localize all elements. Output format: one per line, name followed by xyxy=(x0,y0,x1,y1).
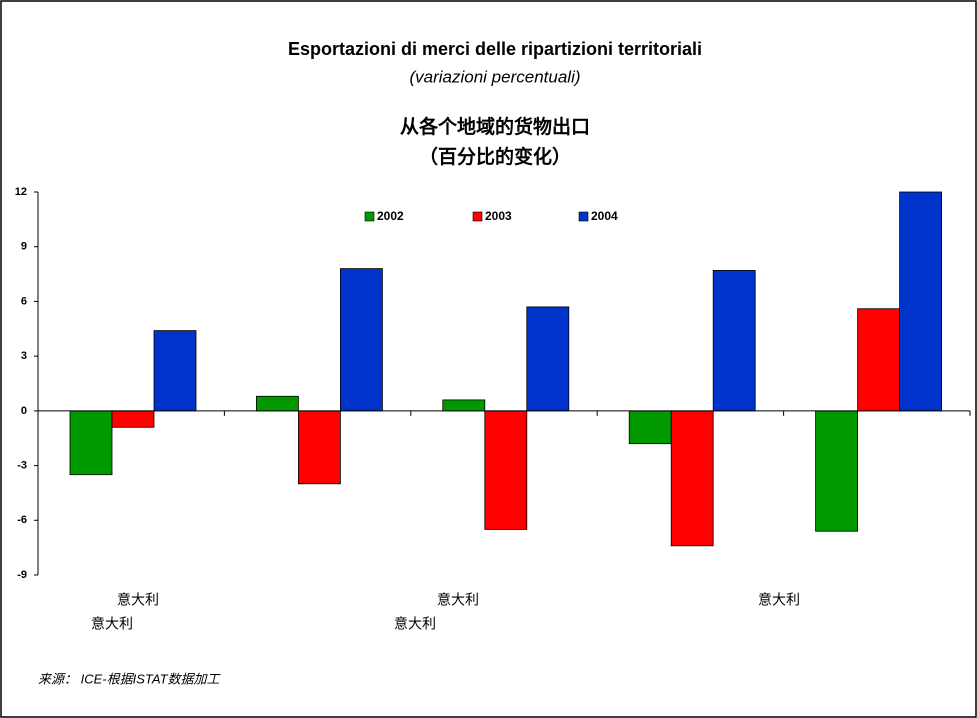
bar xyxy=(899,191,942,412)
bar xyxy=(255,395,299,412)
chart-title-zh: 从各个地域的货物出口 xyxy=(400,115,590,138)
chart-subtitle-zh: （百分比的变化） xyxy=(419,145,571,168)
y-tick-label: 9 xyxy=(21,241,27,253)
y-tick-label: 6 xyxy=(21,295,27,307)
y-tick-label: 12 xyxy=(15,186,27,198)
legend-label: 2002 xyxy=(377,209,404,223)
bar xyxy=(153,330,197,412)
x-tick-label: 意大利 xyxy=(91,616,133,632)
y-tick-label: -3 xyxy=(17,459,27,471)
bar xyxy=(484,410,528,530)
bar xyxy=(628,410,672,445)
legend-label: 2004 xyxy=(591,209,618,223)
bar xyxy=(297,410,341,485)
bar xyxy=(857,308,900,412)
chart-title: Esportazioni di merci delle ripartizioni… xyxy=(288,39,702,59)
x-tick-label: 意大利 xyxy=(117,592,159,608)
bar xyxy=(712,270,756,412)
x-tick-label: 意大利 xyxy=(394,616,436,632)
bar xyxy=(442,399,486,412)
legend-swatch xyxy=(578,211,589,222)
bar xyxy=(815,410,858,532)
legend-swatch xyxy=(364,211,375,222)
legend-swatch xyxy=(472,211,483,222)
legend-label: 2003 xyxy=(485,209,512,223)
source-note: 来源： ICE-根据ISTAT数据加工 xyxy=(38,671,222,686)
bar xyxy=(526,306,570,412)
bar xyxy=(69,410,113,476)
x-tick-label: 意大利 xyxy=(758,592,800,608)
x-tick-label: 意大利 xyxy=(437,592,479,608)
y-tick-label: 3 xyxy=(21,350,27,362)
bar xyxy=(339,268,383,412)
y-tick-label: 0 xyxy=(21,405,27,417)
y-tick-label: -6 xyxy=(17,514,27,526)
bar xyxy=(111,410,155,428)
bar xyxy=(670,410,714,547)
y-tick-label: -9 xyxy=(17,569,27,581)
chart-subtitle: (variazioni percentuali) xyxy=(409,67,580,86)
